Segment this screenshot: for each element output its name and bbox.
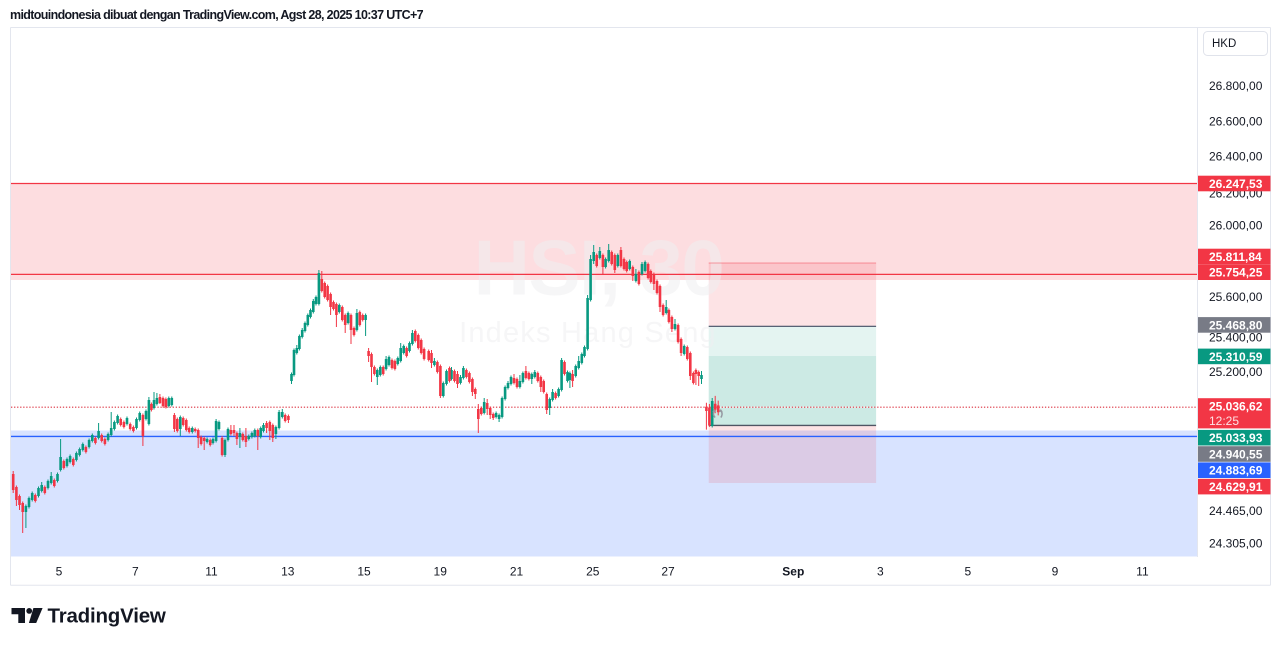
svg-text:27: 27 xyxy=(661,565,675,579)
svg-text:25.200,00: 25.200,00 xyxy=(1209,365,1263,379)
svg-text:Sep: Sep xyxy=(782,565,804,579)
svg-text:5: 5 xyxy=(965,565,972,579)
svg-text:11: 11 xyxy=(1136,565,1149,579)
svg-text:7: 7 xyxy=(132,565,139,579)
svg-text:11: 11 xyxy=(205,565,218,579)
svg-text:19: 19 xyxy=(434,565,448,579)
svg-text:25: 25 xyxy=(586,565,600,579)
svg-text:5: 5 xyxy=(56,565,63,579)
svg-text:25.400,00: 25.400,00 xyxy=(1209,331,1263,345)
svg-text:26.247,53: 26.247,53 xyxy=(1209,177,1263,191)
svg-text:15: 15 xyxy=(357,565,371,579)
svg-text:25.310,59: 25.310,59 xyxy=(1209,350,1263,364)
svg-text:13: 13 xyxy=(281,565,295,579)
svg-text:12:25: 12:25 xyxy=(1209,414,1239,428)
svg-text:25.468,80: 25.468,80 xyxy=(1209,318,1263,332)
svg-text:HSI, 30: HSI, 30 xyxy=(474,224,724,312)
svg-text:25.811,84: 25.811,84 xyxy=(1209,250,1262,264)
svg-text:26.600,00: 26.600,00 xyxy=(1209,115,1263,129)
svg-text:25.036,62: 25.036,62 xyxy=(1209,399,1263,413)
svg-text:9: 9 xyxy=(1052,565,1059,579)
svg-text:21: 21 xyxy=(510,565,524,579)
svg-text:24.629,91: 24.629,91 xyxy=(1209,480,1263,494)
svg-text:24.465,00: 24.465,00 xyxy=(1209,504,1263,518)
svg-text:3: 3 xyxy=(877,565,884,579)
svg-text:HKD: HKD xyxy=(1212,38,1236,50)
svg-text:midtouindonesia dibuat dengan: midtouindonesia dibuat dengan TradingVie… xyxy=(10,8,424,22)
svg-text:26.800,00: 26.800,00 xyxy=(1209,79,1263,93)
svg-text:25.754,25: 25.754,25 xyxy=(1209,266,1263,280)
svg-text:24.940,55: 24.940,55 xyxy=(1209,448,1263,462)
svg-text:TradingView: TradingView xyxy=(48,605,166,628)
svg-text:24.305,00: 24.305,00 xyxy=(1209,537,1263,551)
svg-text:26.400,00: 26.400,00 xyxy=(1209,150,1263,164)
svg-text:24.883,69: 24.883,69 xyxy=(1209,464,1263,478)
svg-text:26.000,00: 26.000,00 xyxy=(1209,219,1263,233)
svg-text:25.600,00: 25.600,00 xyxy=(1209,290,1263,304)
svg-text:25.033,93: 25.033,93 xyxy=(1209,431,1263,445)
